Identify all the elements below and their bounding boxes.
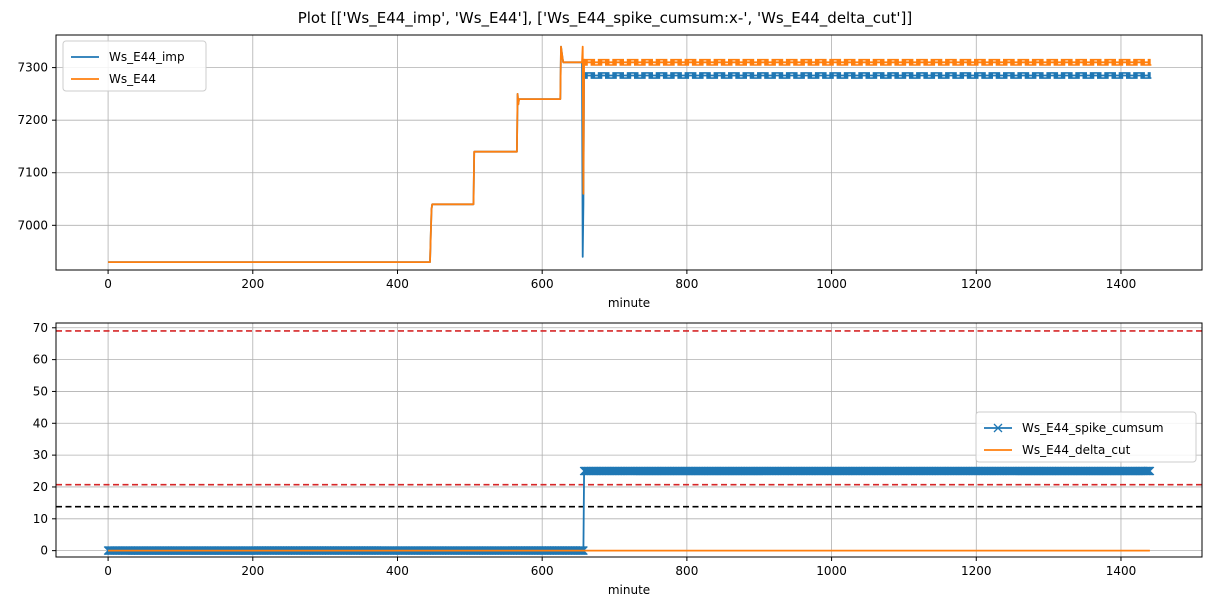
x-tick-label: 1400: [1106, 277, 1137, 291]
x-tick-label: 1400: [1106, 564, 1137, 578]
series-Ws_E44_spike_cumsum: [103, 466, 1155, 556]
legend-label: Ws_E44_imp: [109, 50, 185, 64]
bottom-chart-panel: 0 200 400 600 800 1000 1200 1400 0 10 20 30 40 50 60 70…: [33, 321, 1203, 597]
y-tick-label: 0: [40, 544, 48, 558]
x-tick-label: 800: [675, 277, 698, 291]
legend-label: Ws_E44_spike_cumsum: [1022, 421, 1164, 435]
y-tick-label: 60: [33, 353, 48, 367]
x-axis-label: minute: [608, 296, 650, 310]
x-tick-label: 600: [531, 277, 554, 291]
x-tick-label: 1200: [961, 277, 992, 291]
top-chart-panel: 0 200 400 600 800 1000 1200 1400 7000 7100 7200 730…: [17, 34, 1203, 310]
y-tick-label: 7000: [17, 218, 48, 232]
x-tick-label: 400: [386, 564, 409, 578]
y-tick-label: 50: [33, 384, 48, 398]
y-tick-label: 20: [33, 480, 48, 494]
y-tick-label: 7100: [17, 166, 48, 180]
x-tick-label: 400: [386, 277, 409, 291]
series-line: [108, 45, 1150, 263]
legend: Ws_E44_spike_cumsum Ws_E44_delta_cut: [975, 411, 1197, 463]
plot-area: [56, 330, 1202, 556]
series-line: [108, 470, 1150, 552]
y-tick-label: 30: [33, 448, 48, 462]
plot-area: [108, 45, 1152, 263]
x-tick-label: 800: [675, 564, 698, 578]
legend-label: Ws_E44: [109, 72, 156, 86]
legend-frame: [975, 411, 1197, 463]
x-tick-label: 200: [241, 564, 264, 578]
x-tick-label: 0: [104, 277, 112, 291]
y-tick-label: 7300: [17, 61, 48, 75]
x-tick-label: 1000: [816, 564, 847, 578]
legend: Ws_E44_imp Ws_E44: [62, 40, 207, 92]
x-tick-label: 1200: [961, 564, 992, 578]
x-tick-label: 600: [531, 564, 554, 578]
axes-frame: [55, 322, 1203, 558]
x-tick-label: 0: [104, 564, 112, 578]
x-tick-label: 1000: [816, 277, 847, 291]
series-Ws_E44_imp: [108, 45, 1152, 263]
figure-title: Plot [['Ws_E44_imp', 'Ws_E44'], ['Ws_E44…: [298, 9, 913, 28]
x-axis-label: minute: [608, 583, 650, 597]
x-tick-label: 200: [241, 277, 264, 291]
y-tick-label: 40: [33, 416, 48, 430]
grid: [56, 35, 1202, 270]
series-line: [108, 45, 1150, 263]
series-Ws_E44: [108, 45, 1152, 263]
y-tick-label: 7200: [17, 113, 48, 127]
axes-frame: [55, 34, 1203, 271]
legend-label: Ws_E44_delta_cut: [1022, 443, 1131, 457]
legend-marker: [993, 423, 1003, 433]
y-tick-label: 10: [33, 512, 48, 526]
series-markers: [579, 466, 1155, 476]
y-tick-label: 70: [33, 321, 48, 335]
